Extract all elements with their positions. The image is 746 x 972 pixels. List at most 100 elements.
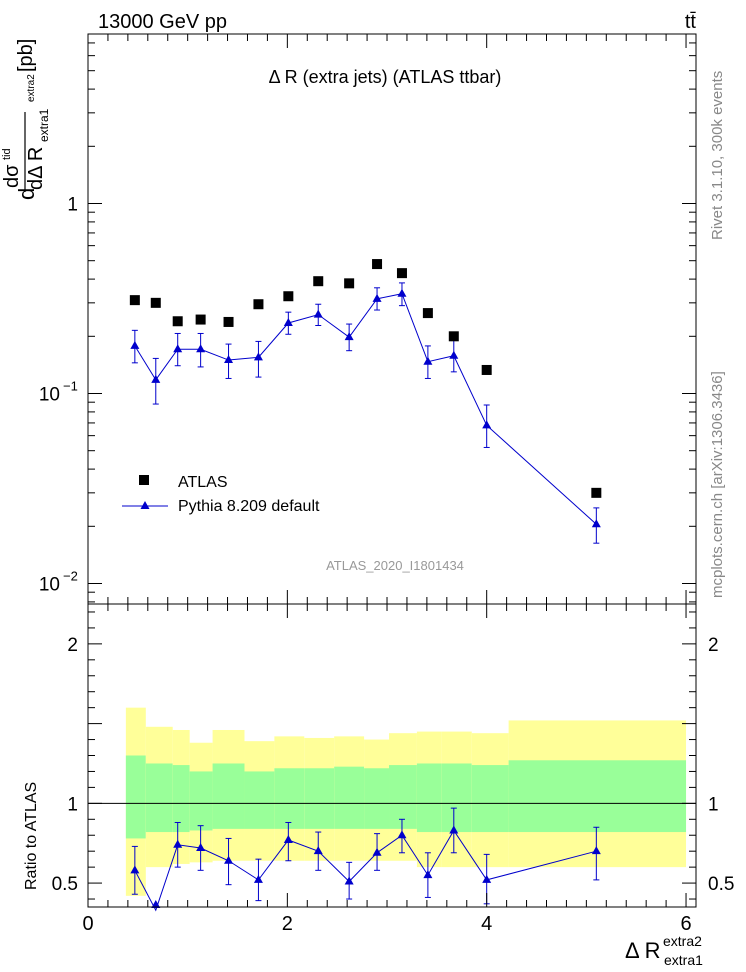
atlas-point xyxy=(591,487,602,498)
main-ylabel: d dσ tid dΔ R extra1 extra2 [pb] xyxy=(1,39,51,200)
ratio-y-tick-label: 0.5 xyxy=(52,874,78,895)
atlas-point xyxy=(172,316,183,327)
main-title: Δ R (extra jets) (ATLAS ttbar) xyxy=(269,67,502,87)
y-tick-label-exponent: −2 xyxy=(63,568,78,583)
pythia-point xyxy=(313,309,323,318)
ratio-pythia-point xyxy=(344,876,354,885)
ratio-pythia-point xyxy=(591,846,601,855)
green-band-bin xyxy=(172,765,190,833)
pythia-point xyxy=(372,293,382,302)
ratio-pythia-point xyxy=(173,839,183,848)
green-band-bin xyxy=(304,768,335,829)
ylabel-extra2: extra2 xyxy=(26,74,37,102)
pythia-point xyxy=(130,340,140,349)
ratio-y-tick-label-right: 1 xyxy=(708,794,719,815)
pythia-point xyxy=(482,420,492,429)
atlas-point xyxy=(283,291,294,302)
pythia-point xyxy=(591,519,601,528)
pythia-point xyxy=(449,350,459,359)
green-band-bin xyxy=(212,763,245,829)
analysis-watermark: ATLAS_2020_I1801434 xyxy=(326,558,464,573)
legend-atlas-label: ATLAS xyxy=(178,474,228,491)
green-band-bin xyxy=(364,768,390,829)
atlas-point xyxy=(223,316,234,327)
green-band-bin xyxy=(416,763,442,833)
main-panel: 110−110−2 Δ R (extra jets) (ATLAS ttbar)… xyxy=(1,33,697,605)
ratio-pythia-point xyxy=(449,825,459,834)
atlas-point xyxy=(448,331,459,342)
pythia-point xyxy=(196,344,206,353)
ratio-y-tick-label-right: 0.5 xyxy=(708,874,734,895)
green-band-bin xyxy=(125,755,146,839)
legend-pythia-label: Pythia 8.209 default xyxy=(178,498,320,515)
pythia-point xyxy=(253,352,263,361)
ylabel-unit: [pb] xyxy=(15,39,37,72)
green-band-bin xyxy=(389,765,417,829)
atlas-point xyxy=(253,299,264,310)
ratio-pythia-point xyxy=(196,842,206,851)
green-band-bin xyxy=(145,763,173,833)
ratio-y-tick-label: 2 xyxy=(67,635,78,656)
green-band-bin xyxy=(189,771,213,831)
ratio-pythia-point xyxy=(130,865,140,874)
ylabel-tid: tid xyxy=(1,148,13,160)
green-band-bin xyxy=(274,768,305,829)
energy-label: 13000 GeV pp xyxy=(98,11,227,33)
legend-atlas-marker xyxy=(139,475,149,485)
green-band-bin xyxy=(441,763,472,833)
ratio-x-tick-label: 6 xyxy=(680,913,691,935)
rivet-label: Rivet 3.1.10, 300k events xyxy=(709,71,726,240)
atlas-point xyxy=(313,276,324,287)
y-tick-label: 1 xyxy=(67,194,78,215)
pythia-point xyxy=(344,332,354,341)
ratio-pythia-point xyxy=(283,835,293,844)
ylabel-d-left: d xyxy=(14,188,39,200)
green-band-bin xyxy=(508,760,687,833)
ratio-pythia-point xyxy=(253,874,263,883)
pythia-point xyxy=(173,344,183,353)
atlas-point xyxy=(372,259,383,270)
y-tick-label-exponent: −1 xyxy=(63,378,78,393)
atlas-point xyxy=(344,278,355,289)
ratio-x-tick-label: 4 xyxy=(481,913,492,935)
atlas-point xyxy=(195,314,206,325)
pythia-point xyxy=(423,356,433,365)
ratio-y-tick-label-right: 2 xyxy=(708,635,719,656)
y-tick-label: 10 xyxy=(39,574,60,595)
ylabel-extra1: extra1 xyxy=(37,108,51,142)
pythia-point xyxy=(224,355,234,364)
ratio-y-tick-label: 1 xyxy=(67,794,78,815)
green-band-bin xyxy=(471,765,509,833)
xlabel-extra1: extra1 xyxy=(664,952,703,968)
pythia-point xyxy=(151,374,161,383)
pythia-point xyxy=(283,317,293,326)
legend-pythia-marker xyxy=(140,501,150,509)
ratio-panel: 0.5 0.5 1 1 2 2 0 2 4 6 Ratio to ATLAS Δ R extra2… xyxy=(23,603,734,968)
mcplots-label: mcplots.cern.ch [arXiv:1306.3436] xyxy=(709,371,726,598)
ratio-pythia-point xyxy=(423,870,433,879)
green-band-bin xyxy=(334,766,365,829)
ratio-pythia-point xyxy=(372,847,382,856)
ratio-x-tick-label: 0 xyxy=(82,913,93,935)
atlas-point xyxy=(422,308,433,319)
ratio-pythia-point xyxy=(482,874,492,883)
process-label: tt̄ xyxy=(685,11,697,33)
legend: ATLAS Pythia 8.209 default xyxy=(122,474,320,515)
atlas-point xyxy=(396,268,407,279)
green-band-bin xyxy=(244,771,275,829)
ratio-pythia-point xyxy=(224,855,234,864)
ylabel-dDeltaR: dΔ R xyxy=(25,147,47,190)
y-tick-label: 10 xyxy=(39,384,60,405)
ratio-pythia-point xyxy=(151,900,161,908)
atlas-point xyxy=(150,297,161,308)
xlabel-extra2: extra2 xyxy=(663,933,702,949)
ratio-ylabel: Ratio to ATLAS xyxy=(23,782,40,890)
ratio-x-tick-label: 2 xyxy=(282,913,293,935)
ratio-pythia-point xyxy=(397,830,407,839)
pythia-point xyxy=(397,288,407,297)
ylabel-dsigma: dσ xyxy=(1,164,23,188)
atlas-point xyxy=(129,295,140,306)
atlas-point xyxy=(481,364,492,375)
ratio-pythia-point xyxy=(313,846,323,855)
